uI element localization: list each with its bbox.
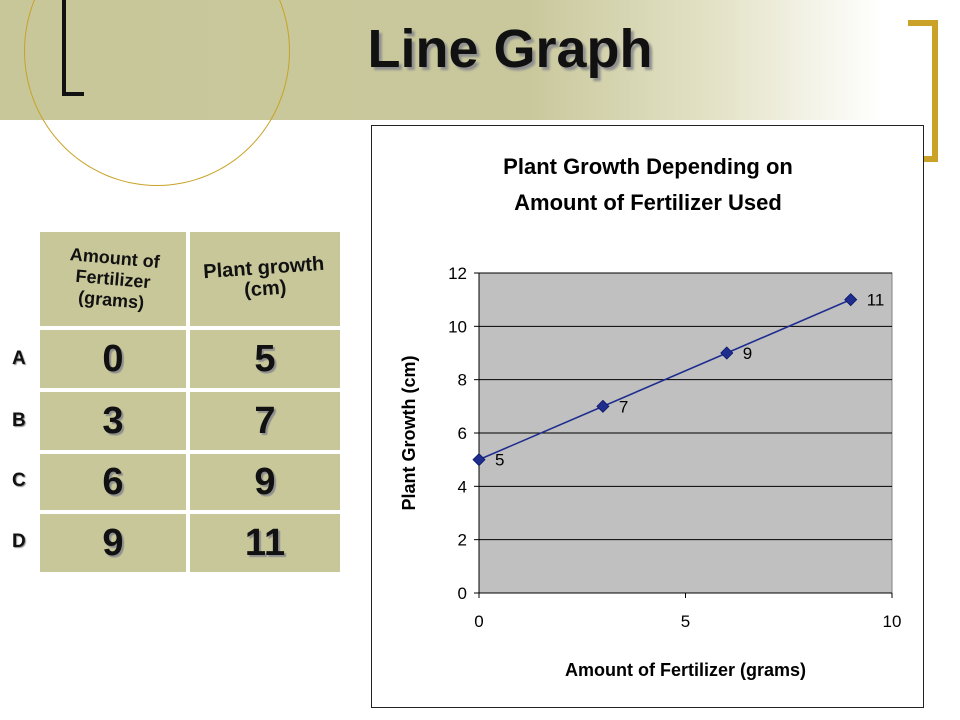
decorative-bracket-left [62,0,84,96]
data-label: 7 [619,397,628,416]
table-value: 6 [102,460,124,503]
table-header-growth: Plant growth (cm) [190,232,340,326]
y-tick-label: 4 [458,477,467,496]
chart-title-line: Plant Growth Depending on [503,154,793,179]
data-label: 11 [867,291,885,310]
line-chart: Plant Growth Depending on Amount of Ferti… [399,154,902,680]
table-cell: 9 [40,514,186,572]
data-point [844,293,858,307]
y-tick-label: 10 [448,317,467,336]
table-cell: 7 [190,392,340,450]
row-label-a: A [12,348,26,369]
y-tick-label: 0 [458,584,467,603]
x-tick-label: 10 [883,612,902,631]
table-value: 5 [254,337,276,380]
x-tick-label: 0 [474,612,483,631]
row-label-b: B [12,410,26,431]
chart-title-line: Amount of Fertilizer Used [514,190,782,215]
y-axis-label: Plant Growth (cm) [399,355,419,510]
data-label: 5 [495,451,504,470]
table-cell: 0 [40,330,186,388]
table-value: 0 [102,337,124,380]
series-line [478,298,852,461]
y-tick-label: 2 [458,531,467,550]
table-cell: 3 [40,392,186,450]
row-label-c: C [12,470,26,491]
row-label-d: D [12,531,26,552]
slide-title: Line Graph [367,19,653,79]
data-table: Amount of Fertilizer (grams) Plant growt… [40,232,340,572]
x-tick-label: 5 [681,612,690,631]
data-point [596,399,610,413]
y-tick-label: 8 [458,371,467,390]
data-point [472,453,486,467]
x-axis-label: Amount of Fertilizer (grams) [565,660,806,680]
chart-frame: Plant Growth Depending on Amount of Ferti… [371,125,924,708]
table-value: 3 [102,399,124,442]
y-tick-label: 6 [458,424,467,443]
table-cell: 5 [190,330,340,388]
table-cell: 11 [190,514,340,572]
table-value: 9 [102,521,124,564]
table-header-fertilizer: Amount of Fertilizer (grams) [40,232,186,326]
data-label: 9 [743,344,752,363]
table-cell: 9 [190,454,340,510]
table-header-label: Amount of Fertilizer (grams) [69,243,161,313]
table-cell: 6 [40,454,186,510]
table-header-label: Plant growth (cm) [203,252,326,302]
y-tick-label: 12 [448,264,467,283]
table-value: 7 [254,399,276,442]
table-value: 9 [254,460,276,503]
data-point [720,346,734,360]
table-value: 11 [244,521,286,564]
